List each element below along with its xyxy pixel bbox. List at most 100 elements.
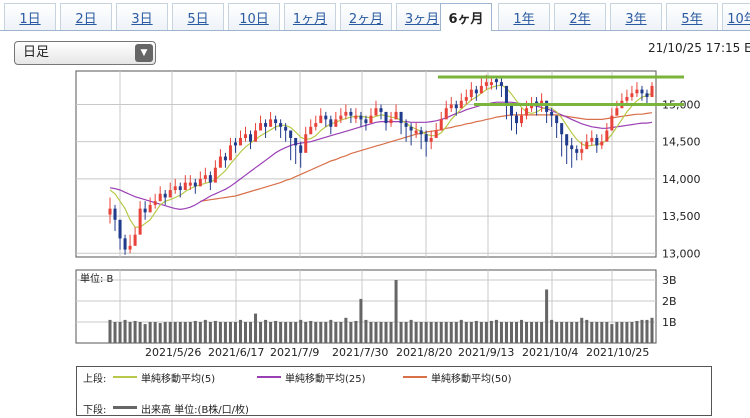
tab-3ヶ月[interactable]: 3ヶ月 [396,3,448,30]
candle-body [359,115,363,120]
candle-body [128,245,132,250]
legend-lower-label: 下段: [83,405,107,416]
candle-body [635,89,639,94]
chart-timestamp: 21/10/25 17:15 E [648,41,750,55]
candle-body [249,134,253,142]
candle-body [575,149,579,153]
volume-tick-label: 1B [662,316,677,329]
candle-body [585,141,589,150]
tab-10日[interactable]: 10日 [228,3,280,30]
legend-ma25-swatch [257,376,281,378]
legend-volume-swatch [113,406,137,409]
volume-bar [339,322,343,343]
candle-body [269,119,273,127]
volume-bar [299,319,303,343]
candle-body [580,149,584,153]
candle-body [499,82,503,86]
candle-body [630,93,634,98]
candle-body [274,119,278,124]
candle-body [409,126,413,131]
tab-5年[interactable]: 5年 [666,3,718,30]
tab-5日[interactable]: 5日 [172,3,224,30]
date-tick-label: 2021/10/4 [522,346,578,359]
volume-bar [243,322,248,343]
candle-body [183,182,187,191]
price-tick-label: 13,000 [662,247,701,260]
volume-bar [635,320,639,343]
volume-bar [499,322,503,343]
volume-bar [570,322,574,343]
legend-ma50-swatch [403,376,427,378]
tab-3日[interactable]: 3日 [116,3,168,30]
volume-bar [324,322,328,343]
tab-1ヶ月[interactable]: 1ヶ月 [284,3,336,30]
tab-1年[interactable]: 1年 [498,3,550,30]
candle-body [364,119,368,124]
volume-bar [504,322,508,343]
candle-body [158,193,162,202]
volume-bar [439,322,443,343]
candle-body [113,208,117,220]
volume-bar [610,324,614,343]
candle-body [223,156,227,161]
volume-bar [163,322,167,343]
volume-bar [509,322,513,343]
volume-bar [384,322,388,343]
volume-bar [645,319,649,343]
candle-body [299,145,303,153]
tab-3年[interactable]: 3年 [610,3,662,30]
volume-bar [630,322,634,343]
tab-10年[interactable]: 10年 [722,3,750,30]
candle-body [640,89,644,94]
volume-bar [143,324,147,343]
volume-bar [625,322,629,343]
volume-bar [193,320,197,343]
price-tick-label: 13,500 [662,210,701,223]
candle-body [645,93,649,98]
tab-2日[interactable]: 2日 [60,3,112,30]
tab-2ヶ月[interactable]: 2ヶ月 [340,3,392,30]
candle-body [284,126,288,131]
tab-1日[interactable]: 1日 [4,3,56,30]
volume-bar [364,319,368,343]
candle-body [374,108,378,116]
volume-bar [148,322,152,343]
candle-body [289,130,293,138]
candle-body [203,175,207,179]
volume-bar [198,322,202,343]
ma25-line [109,101,653,211]
volume-bar [274,320,278,343]
candle-body [565,134,569,146]
candle-body [354,115,358,119]
candle-body [198,178,202,187]
candle-body [514,115,519,124]
candle-body [399,111,403,124]
candle-body [173,186,177,191]
volume-bar [525,322,529,343]
date-tick-label: 2021/10/25 [586,346,649,359]
volume-bar [389,322,393,343]
candle-body [530,104,534,109]
candle-body [118,219,122,239]
tab-2年[interactable]: 2年 [554,3,606,30]
candle-body [148,204,152,213]
volume-bar [550,319,554,343]
candle-body [329,119,333,127]
candle-body [414,130,418,134]
candle-body [419,130,423,135]
candle-body [570,145,574,150]
candle-body [344,111,348,116]
candle-period-select[interactable]: 日足 ▼ [14,41,156,65]
candle-body [188,182,192,186]
volume-bar [520,319,524,343]
volume-bar [585,319,589,343]
candle-body [550,111,554,116]
volume-bar [650,317,654,343]
legend-ma25: 単純移動平均(25) [285,374,366,385]
volume-bar [449,322,453,343]
candle-body [454,104,458,109]
candle-body [449,104,453,109]
tab-6ヶ月[interactable]: 6ヶ月 [440,3,492,31]
chevron-down-icon[interactable]: ▼ [135,44,153,62]
volume-bar [203,319,207,343]
